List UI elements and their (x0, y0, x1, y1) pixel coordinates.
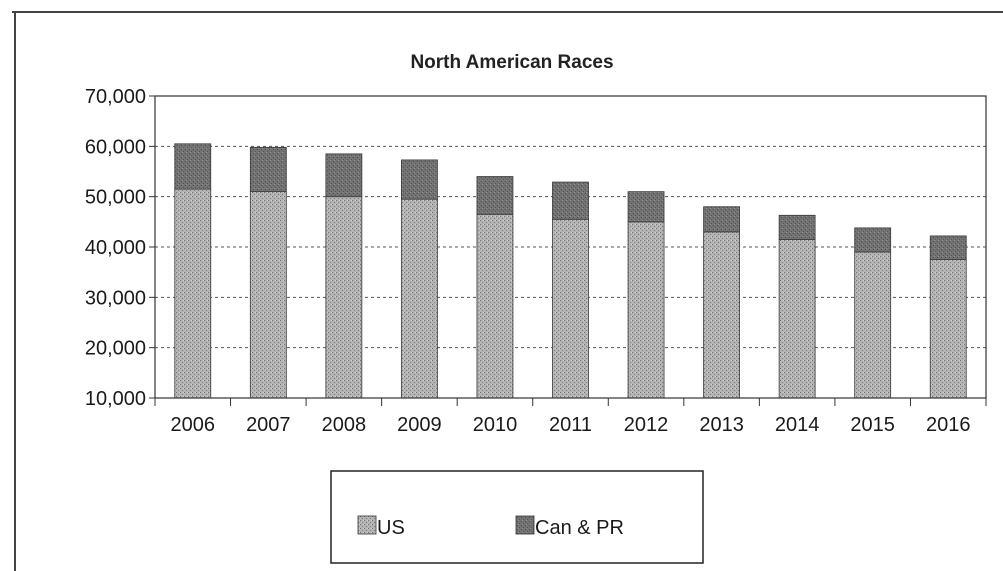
x-tick-label: 2010 (473, 414, 518, 436)
x-tick-label: 2011 (549, 414, 592, 436)
y-tick-label: 50,000 (85, 187, 146, 209)
y-tick-label: 70,000 (85, 86, 146, 108)
x-axis: 2006 2007 2008 2009 2010 2011 2012 2013 2014 2015… (154, 398, 987, 436)
bars (174, 143, 967, 399)
bar-us-2008 (325, 196, 363, 399)
bar-can-pr-2016 (929, 235, 967, 260)
bar-can-pr-2010 (476, 176, 514, 215)
chart-title: North American Races (410, 52, 613, 73)
y-tick-label: 40,000 (85, 237, 146, 259)
x-tick-label: 2012 (624, 414, 669, 436)
bar-can-pr-2011 (552, 181, 589, 220)
bar-can-pr-2006 (174, 143, 212, 190)
x-tick-label: 2013 (699, 414, 744, 436)
bar-can-pr-2015 (854, 227, 892, 253)
x-tick-label: 2015 (850, 414, 895, 436)
bar-us-2010 (476, 213, 514, 399)
legend-swatch-us (357, 515, 377, 535)
bar-us-2006 (174, 188, 212, 399)
y-tick-label: 60,000 (85, 136, 146, 158)
legend-label-us: US (377, 517, 405, 539)
bar-us-2014 (778, 239, 816, 399)
y-tick-label: 10,000 (85, 388, 146, 410)
x-tick-label: 2007 (246, 414, 291, 436)
bar-can-pr-2013 (703, 206, 740, 233)
x-tick-label: 2008 (322, 414, 367, 436)
x-tick-label: 2014 (775, 414, 820, 436)
x-tick-label: 2016 (926, 414, 971, 436)
y-tick-label: 20,000 (85, 338, 146, 360)
bar-us-2007 (249, 191, 287, 399)
bar-can-pr-2014 (778, 214, 816, 240)
y-axis: 10,000 20,000 30,000 40,000 50,000 60,000 70,0… (85, 86, 155, 410)
bar-us-2015 (854, 251, 892, 399)
legend-label-can-pr: Can & PR (535, 517, 624, 539)
bar-us-2012 (627, 221, 665, 399)
bar-us-2009 (401, 198, 438, 399)
bar-can-pr-2008 (325, 153, 363, 198)
bar-can-pr-2012 (627, 191, 665, 223)
x-tick-label: 2006 (171, 414, 216, 436)
bar-us-2011 (552, 218, 589, 399)
y-tick-label: 30,000 (85, 287, 146, 309)
bar-can-pr-2009 (401, 159, 438, 200)
bar-us-2013 (703, 231, 740, 399)
bar-us-2016 (929, 259, 967, 399)
x-tick-label: 2009 (397, 414, 442, 436)
legend-swatch-can-pr (515, 515, 535, 535)
bar-can-pr-2007 (249, 146, 287, 193)
legend: US Can & PR (330, 470, 704, 564)
